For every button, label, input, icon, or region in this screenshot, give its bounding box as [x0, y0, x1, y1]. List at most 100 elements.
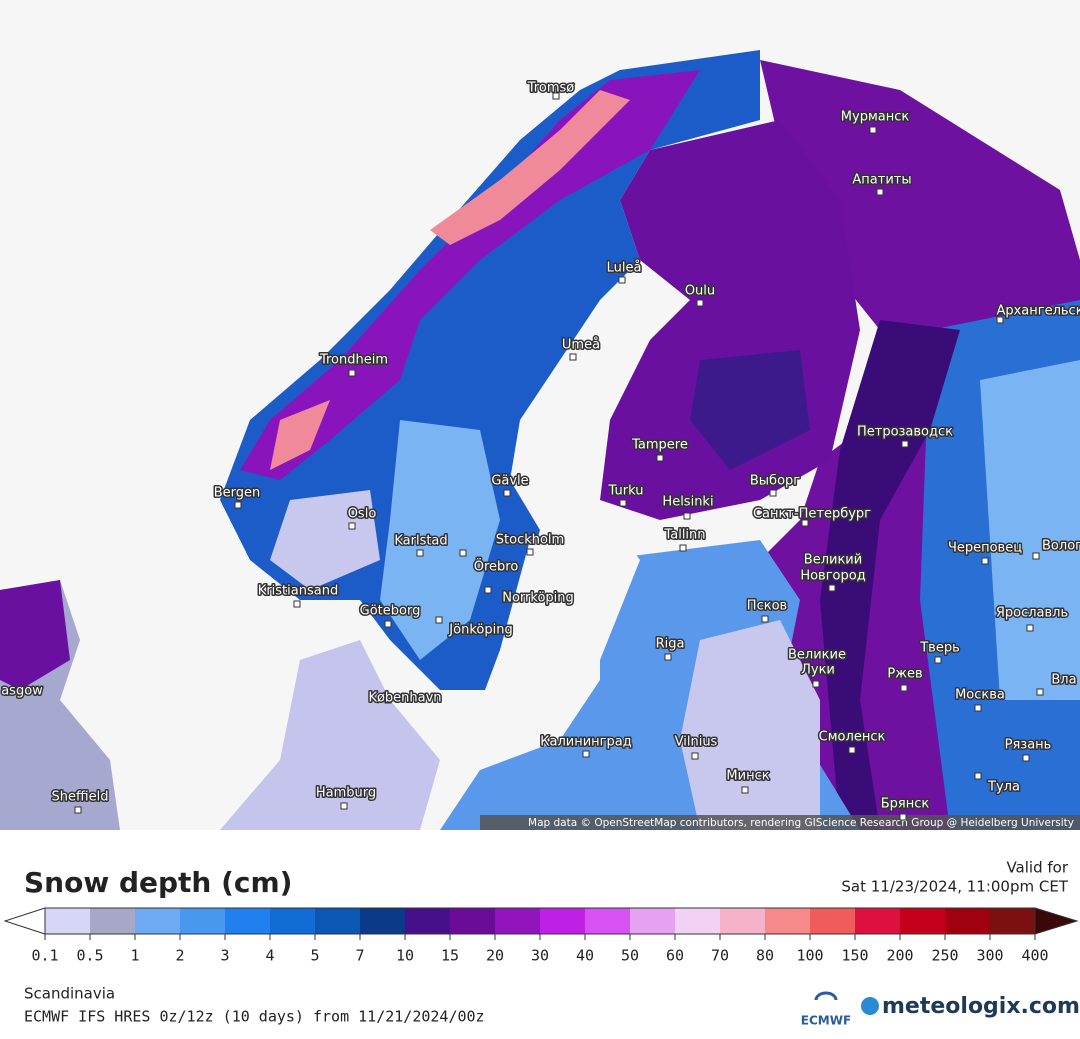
tick-label: 15 — [441, 947, 459, 965]
city-label: asgow — [1, 684, 43, 699]
city-dot — [691, 752, 699, 760]
city-label: Gävle — [491, 474, 528, 489]
color-bin — [990, 908, 1035, 934]
city-label: Ярославль — [996, 606, 1068, 621]
city-label: Umeå — [562, 338, 600, 353]
color-bin — [360, 908, 405, 934]
city-dot — [683, 512, 691, 520]
city-dot — [981, 557, 989, 565]
city-dot — [769, 489, 777, 497]
sea — [540, 280, 660, 500]
color-bin — [900, 908, 945, 934]
color-bin — [765, 908, 810, 934]
city-dot — [526, 548, 534, 556]
city-dot — [1032, 552, 1040, 560]
tick-label: 3 — [220, 947, 229, 965]
city-label: Калининград — [540, 735, 631, 750]
city-label: Новгород — [800, 569, 865, 584]
city-dot — [741, 786, 749, 794]
city-label: Trondheim — [319, 353, 388, 368]
land — [680, 620, 820, 830]
tick-label: 4 — [265, 947, 274, 965]
colorbar: 0.1 0.5 1 2 3 4 5 7 10 15 20 30 40 50 60 70 80 100 150 200 2… — [3, 907, 1079, 965]
city-label: Jönköping — [448, 623, 512, 638]
city-labels: Tromsø Мурманск Апатиты Luleå Oulu Архангельс… — [0, 79, 1080, 821]
city-dot — [812, 680, 820, 688]
color-bin — [675, 908, 720, 934]
land — [820, 320, 960, 830]
brand-icon — [861, 997, 879, 1015]
city-dot — [828, 584, 836, 592]
city-dot — [293, 600, 301, 608]
city-label: Sheffield — [52, 790, 109, 805]
city-dot — [348, 369, 356, 377]
city-label: Kristiansand — [258, 584, 338, 599]
tick-label: 7 — [355, 947, 364, 965]
city-label: Апатиты — [852, 173, 911, 188]
city-dot — [340, 802, 348, 810]
city-dot — [416, 549, 424, 557]
city-dot — [234, 501, 242, 509]
city-dot — [74, 806, 82, 814]
tick-label: 0.1 — [31, 947, 58, 965]
land — [220, 640, 440, 830]
ecmwf-text: ECMWF — [801, 1014, 851, 1028]
attribution: Map data © OpenStreetMap contributors, r… — [528, 817, 1074, 829]
city-label: Минск — [726, 769, 769, 784]
tick-label: 300 — [976, 947, 1003, 965]
tick-label: 30 — [531, 947, 549, 965]
city-label: Санкт-Петербург — [753, 507, 871, 522]
city-label: Череповец — [948, 541, 1022, 556]
tick-label: 20 — [486, 947, 504, 965]
color-bin — [225, 908, 270, 934]
city-dot — [656, 454, 664, 462]
city-dot — [552, 92, 560, 100]
city-label: Архангельск — [996, 304, 1080, 319]
color-bin — [405, 908, 450, 934]
city-dot — [996, 316, 1004, 324]
city-dot — [384, 620, 392, 628]
city-label: Karlstad — [394, 534, 447, 549]
city-label: Псков — [747, 599, 787, 614]
model-run: ECMWF IFS HRES 0z/12z (10 days) from 11/… — [24, 1008, 485, 1026]
tick-label: 200 — [886, 947, 913, 965]
tick-label: 250 — [931, 947, 958, 965]
city-dot — [974, 772, 982, 780]
color-bin — [135, 908, 180, 934]
attribution-bg — [480, 815, 1080, 830]
color-bin — [585, 908, 630, 934]
tick-label: 2 — [175, 947, 184, 965]
city-label: Выборг — [750, 474, 800, 489]
land — [380, 420, 500, 660]
city-label: Bergen — [214, 486, 261, 501]
color-bin — [495, 908, 540, 934]
city-label: Великий — [804, 553, 862, 568]
land — [270, 490, 380, 590]
region: Scandinavia — [24, 985, 115, 1003]
color-bin — [315, 908, 360, 934]
city-dot — [618, 276, 626, 284]
tick-label: 70 — [711, 947, 729, 965]
tick-label: 100 — [796, 947, 823, 965]
city-label: Riga — [656, 637, 685, 652]
city-label: Петрозаводск — [857, 425, 953, 440]
brand[interactable]: meteologix.com — [882, 994, 1080, 1019]
tick-label: 50 — [621, 947, 639, 965]
tick-label: 60 — [666, 947, 684, 965]
land — [240, 70, 700, 480]
color-bin — [630, 908, 675, 934]
color-bin — [450, 908, 495, 934]
city-label: Брянск — [881, 797, 930, 812]
city-dot — [679, 544, 687, 552]
city-label: Tromsø — [527, 81, 574, 96]
city-label: Смоленск — [819, 730, 886, 745]
city-label: Вла — [1051, 673, 1076, 688]
sea — [470, 520, 640, 740]
city-label: Turku — [608, 484, 644, 499]
city-label: Norrköping — [502, 591, 574, 606]
city-label: Тула — [987, 780, 1020, 795]
city-label: Luleå — [607, 261, 642, 276]
city-dot — [569, 353, 577, 361]
city-label: Oulu — [685, 284, 715, 299]
city-dot — [899, 813, 907, 821]
